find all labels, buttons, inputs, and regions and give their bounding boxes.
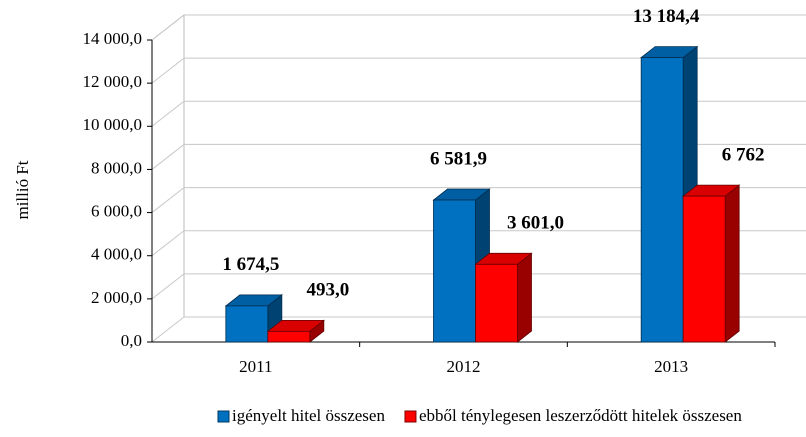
x-tick-label: 2012	[447, 357, 481, 376]
y-tick-label: 0,0	[121, 331, 142, 350]
value-label: 3 601,0	[507, 213, 564, 234]
bar	[225, 305, 269, 343]
grid-line	[151, 187, 806, 213]
legend-label: ebből ténylegesen leszerződött hitelek ö…	[419, 406, 742, 425]
grid-line	[151, 143, 806, 170]
bar-side	[517, 252, 532, 343]
grid-line	[151, 57, 806, 84]
value-label: 1 674,5	[222, 254, 279, 275]
bar-side	[724, 184, 740, 343]
x-tick-label: 2013	[654, 357, 688, 376]
legend-swatch	[404, 410, 417, 423]
x-tick-label: 2011	[239, 357, 272, 376]
grid-line	[151, 100, 806, 127]
bar	[682, 195, 726, 343]
y-tick-label: 14 000,0	[83, 29, 143, 48]
bar	[433, 199, 476, 343]
grid-line	[151, 316, 806, 343]
y-axis-label: millió Ft	[13, 160, 32, 219]
y-tick-label: 8 000,0	[91, 158, 142, 177]
bar	[267, 330, 311, 343]
bar	[475, 263, 518, 343]
grid-line	[151, 230, 806, 257]
bar	[640, 57, 684, 343]
legend-swatch	[217, 410, 230, 423]
value-label: 6 581,9	[430, 148, 487, 169]
y-tick-label: 2 000,0	[91, 288, 142, 307]
y-tick-label: 12 000,0	[83, 72, 143, 91]
y-tick-label: 10 000,0	[83, 115, 143, 134]
value-label: 493,0	[306, 280, 349, 301]
grid-line	[151, 14, 806, 41]
y-tick-label: 6 000,0	[91, 201, 142, 220]
grid-line	[151, 273, 806, 300]
legend-label: igényelt hitel összesen	[232, 406, 385, 425]
value-label: 6 762	[722, 144, 765, 165]
value-label: 13 184,4	[633, 6, 700, 27]
y-tick-label: 4 000,0	[91, 245, 142, 264]
wall-edge	[151, 13, 185, 342]
